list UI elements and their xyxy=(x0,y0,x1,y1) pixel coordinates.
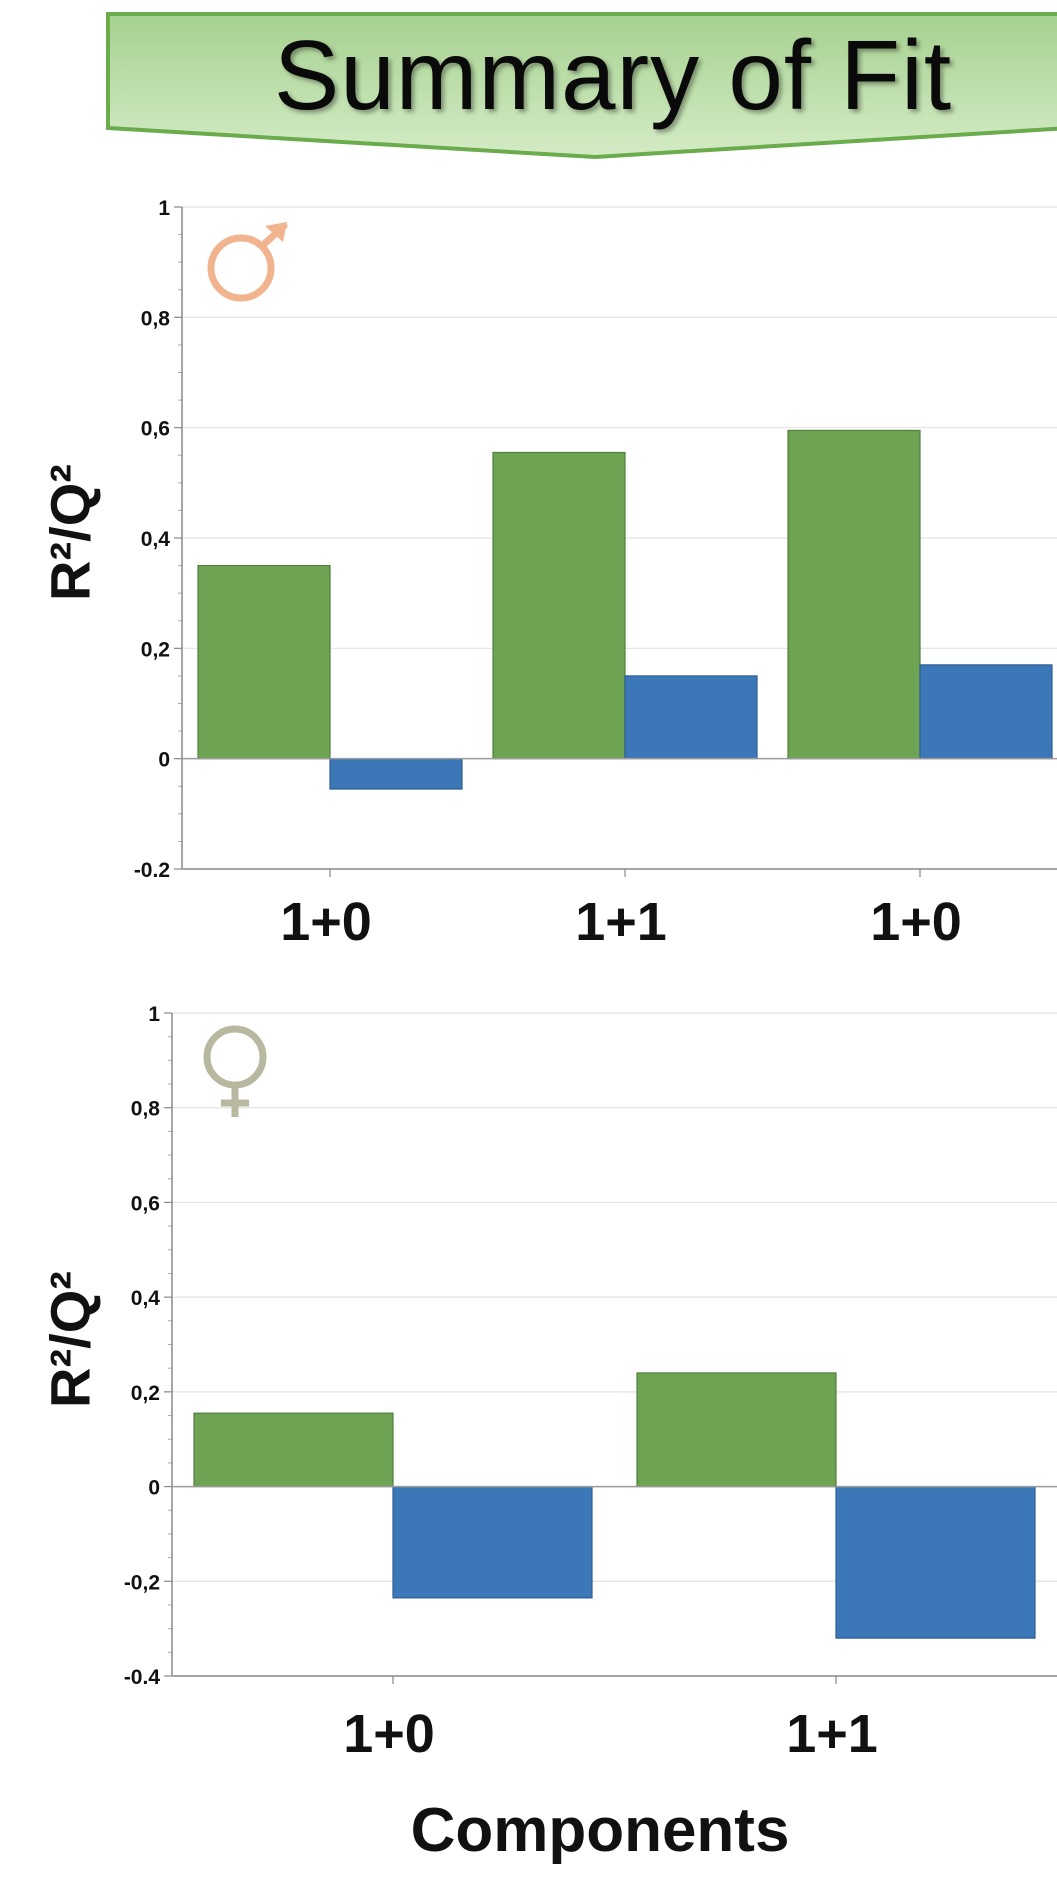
x-tick-label: 1+0 xyxy=(343,1704,435,1764)
bar-q2 xyxy=(392,1485,593,1599)
y-tick-label: 0,2 xyxy=(131,1382,160,1405)
y-tick-label: 0 xyxy=(148,1477,160,1500)
x-tick-label: 1+1 xyxy=(575,892,667,952)
y-tick-label: 1 xyxy=(148,1003,160,1026)
y-tick-label: 0,4 xyxy=(131,1287,161,1310)
bar-r2 xyxy=(492,451,626,760)
y-tick-label: 1 xyxy=(158,197,170,220)
female-symbol-icon xyxy=(203,1025,267,1117)
x-tick-label: 1+0 xyxy=(870,892,962,952)
y-tick-label: 0,6 xyxy=(131,1192,160,1215)
y-tick-label: 0,2 xyxy=(141,638,170,661)
x-tick-label: 1+1 xyxy=(786,1704,878,1764)
title-banner xyxy=(106,12,1057,160)
y-tick-label: 0,4 xyxy=(141,528,171,551)
bar-r2 xyxy=(193,1412,394,1488)
bar-q2 xyxy=(329,758,463,790)
x-axis-label: Components xyxy=(410,1796,790,1865)
y-tick-label: -0.4 xyxy=(124,1666,161,1689)
y-tick-label: -0.2 xyxy=(134,859,170,882)
bar-q2 xyxy=(835,1485,1036,1639)
chart-male: 1 0,8 0,6 0,4 0,2 0 -0.2 1+0 1+1 1+0 xyxy=(134,197,1057,952)
bar-r2 xyxy=(197,564,331,760)
male-symbol-icon xyxy=(207,222,288,302)
y-tick-label: 0 xyxy=(158,749,170,772)
y-tick-label: 0,8 xyxy=(141,307,171,330)
y-tick-label: 0,8 xyxy=(131,1098,161,1121)
chart-female: 1 0,8 0,6 0,4 0,2 0 -0,2 -0.4 1+0 1+1 xyxy=(124,1003,1057,1764)
bar-q2 xyxy=(919,664,1053,760)
page-title: Summary of Fit xyxy=(273,20,953,130)
y-tick-label: -0,2 xyxy=(124,1571,160,1594)
bar-r2 xyxy=(636,1372,837,1488)
bar-r2 xyxy=(787,429,921,760)
y-tick-label: 0,6 xyxy=(141,418,170,441)
banner-shape xyxy=(106,12,1057,160)
x-tick-label: 1+0 xyxy=(280,892,372,952)
